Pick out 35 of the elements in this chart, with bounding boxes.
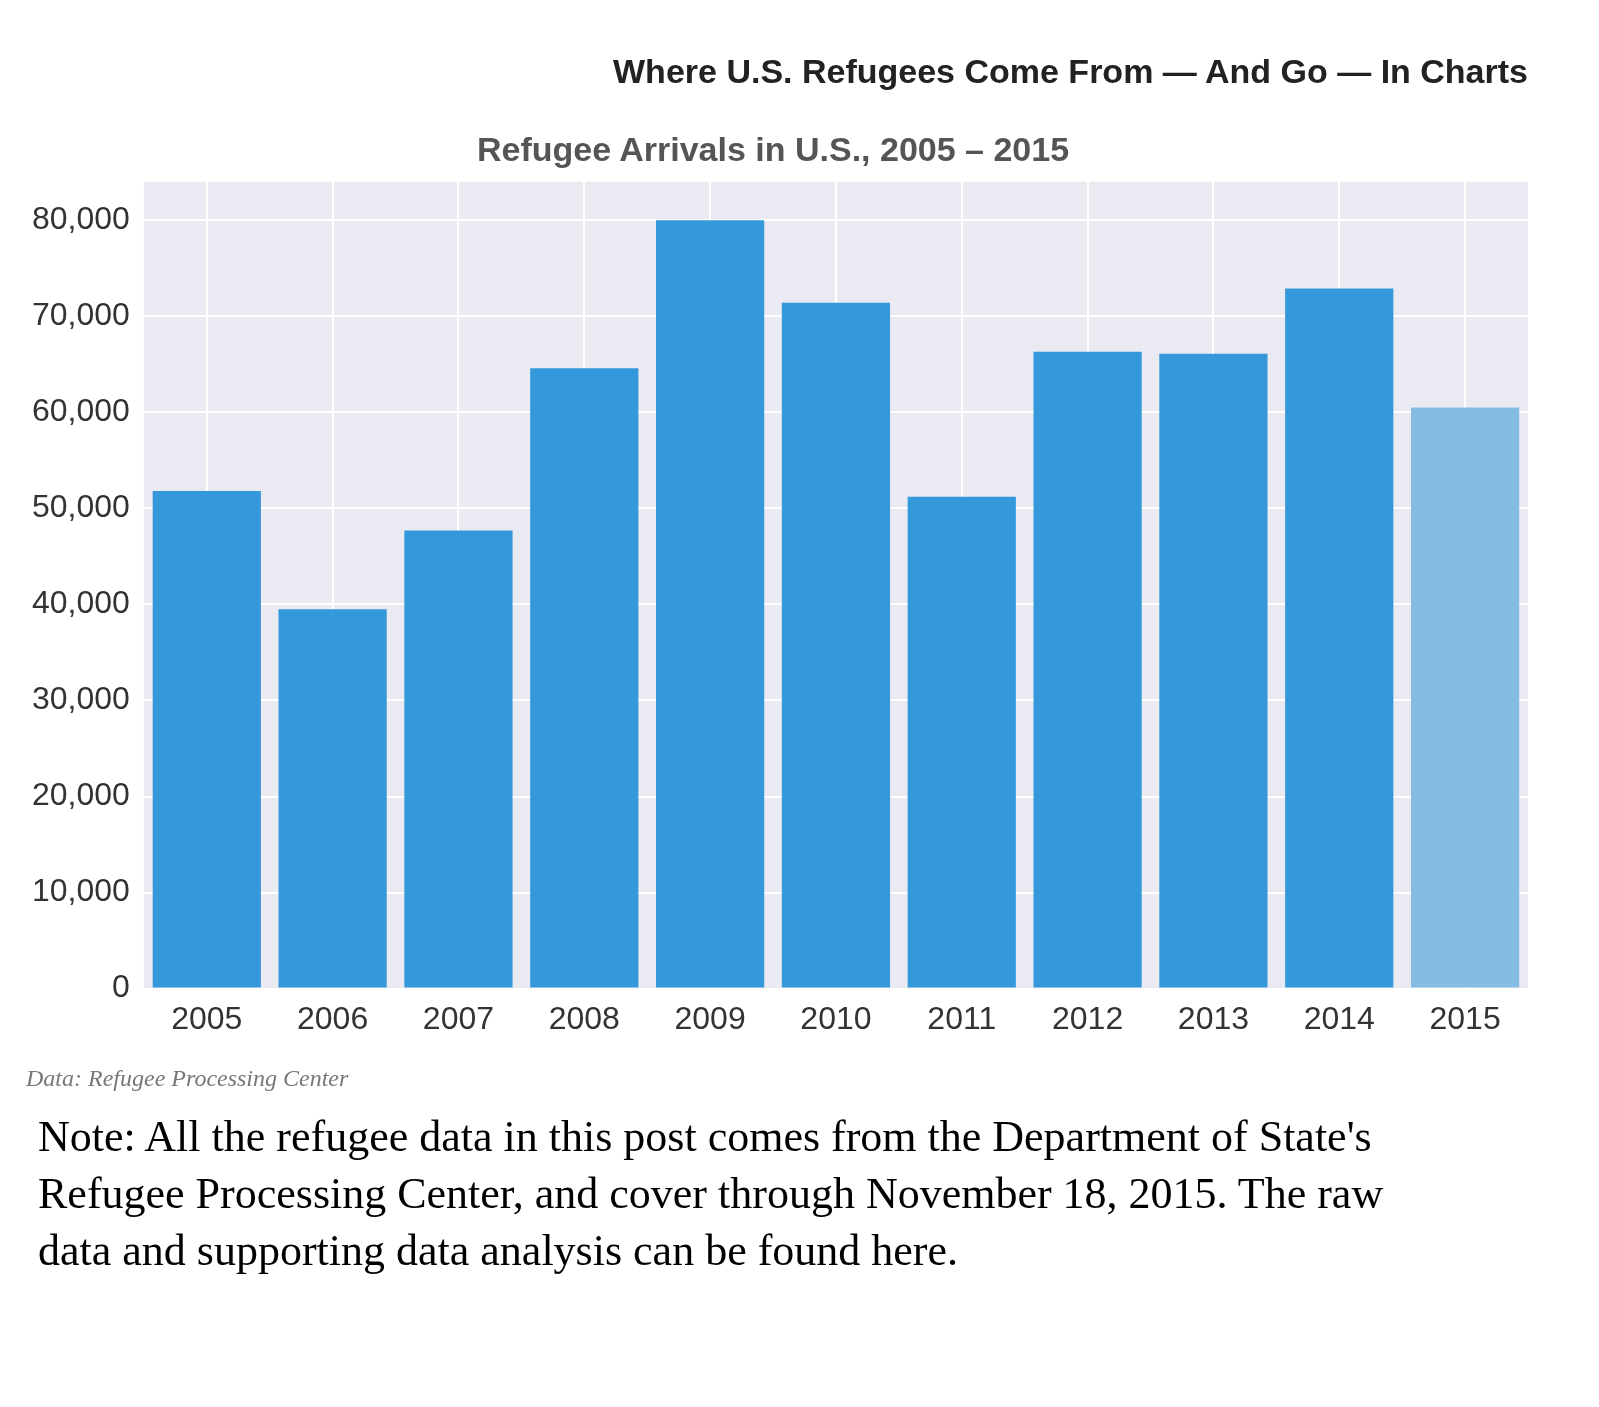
x-tick-label: 2011 xyxy=(927,999,997,1036)
bar xyxy=(530,368,639,988)
text: Data: Refugee Processing Center xyxy=(25,1064,350,1092)
x-tick-label: 2007 xyxy=(422,999,495,1036)
y-tick-label: 80,000 xyxy=(32,200,130,237)
bar xyxy=(278,609,387,988)
bar xyxy=(152,491,261,988)
x-tick-label: 2006 xyxy=(297,999,369,1036)
y-tick-label: 40,000 xyxy=(32,584,130,621)
bar xyxy=(907,496,1016,988)
bar xyxy=(1159,353,1268,988)
bar xyxy=(656,220,765,988)
x-tick-label: 2009 xyxy=(674,999,746,1036)
x-tick-label: 2008 xyxy=(548,999,620,1036)
y-tick-label: 30,000 xyxy=(32,680,130,717)
x-tick-label: 2010 xyxy=(800,999,872,1036)
y-tick-label: 50,000 xyxy=(32,488,130,525)
chart-title: Refugee Arrivals in U.S., 2005 – 2015 xyxy=(476,129,1070,168)
y-tick-label: 10,000 xyxy=(32,872,130,909)
chart-subtitle: Where U.S. Refugees Come From — And Go — In Charts xyxy=(612,51,1529,92)
bar xyxy=(404,530,513,988)
y-tick-label: 70,000 xyxy=(32,296,130,333)
x-tick-label: 2013 xyxy=(1177,999,1250,1036)
text: Note: All the refugee data in this post comes from the Department of State's Refugee Processing Center, and cover through November 18, 2015. The raw data and supporting data analysis can be found here. xyxy=(37,1111,1385,1278)
x-tick-label: 2005 xyxy=(171,999,243,1036)
x-tick-label: 2012 xyxy=(1052,999,1124,1036)
y-tick-label: 20,000 xyxy=(32,776,130,813)
bar xyxy=(1410,407,1520,988)
x-tick-label: 2015 xyxy=(1429,999,1501,1036)
bar xyxy=(781,302,891,988)
y-tick-label: 60,000 xyxy=(32,392,130,429)
bar xyxy=(1033,351,1142,988)
bar xyxy=(1285,288,1394,988)
x-tick-label: 2014 xyxy=(1303,999,1375,1036)
y-tick-label: 0 xyxy=(112,968,130,1005)
